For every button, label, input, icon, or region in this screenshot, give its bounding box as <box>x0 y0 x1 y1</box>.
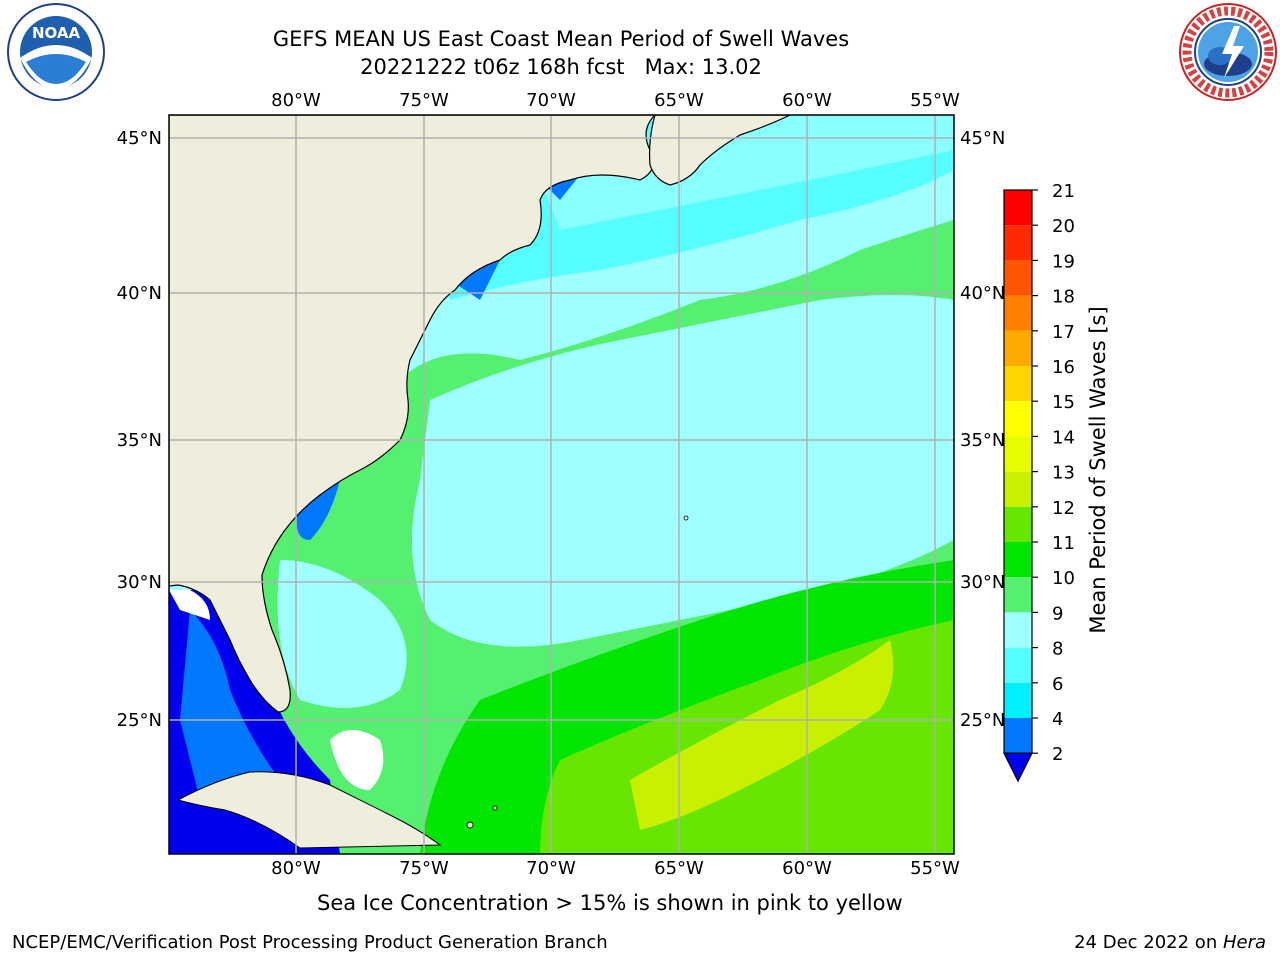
lon-label-bottom: 70°W <box>526 858 576 879</box>
colorbar-band <box>1004 506 1032 542</box>
colorbar-band <box>1004 190 1032 226</box>
colorbar-band <box>1004 577 1032 613</box>
colorbar-band <box>1004 401 1032 437</box>
lon-label-bottom: 75°W <box>399 858 449 879</box>
colorbar-band <box>1004 436 1032 472</box>
lon-label-top: 75°W <box>399 90 449 111</box>
lon-label-bottom: 80°W <box>271 858 321 879</box>
lat-label-left: 40°N <box>117 283 162 304</box>
colorbar-tick-label: 12 <box>1052 498 1075 519</box>
noaa-logo: NOAA <box>7 3 105 101</box>
lat-label-right: 25°N <box>960 710 1005 731</box>
colorbar-tick-label: 9 <box>1052 603 1063 624</box>
colorbar-label: Mean Period of Swell Waves [s] <box>1086 306 1110 633</box>
colorbar-tick-label: 4 <box>1052 709 1063 730</box>
lon-label-top: 65°W <box>654 90 704 111</box>
colorbar-tick-label: 11 <box>1052 533 1075 554</box>
run-date: 24 Dec 2022 on Hera <box>1074 932 1266 954</box>
colorbar-under-arrow <box>1003 752 1033 783</box>
colorbar-tick-label: 16 <box>1052 357 1075 378</box>
colorbar-band <box>1004 718 1032 754</box>
colorbar-band <box>1004 366 1032 402</box>
lon-label-top: 55°W <box>910 90 960 111</box>
colorbar-band <box>1004 225 1032 261</box>
colorbar: 21 20 19 18 17 16 15 14 13 12 11 10 9 8 6 4 2 <box>1003 181 1075 783</box>
colorbar-band <box>1004 647 1032 683</box>
map-frame <box>168 114 955 855</box>
colorbar-tick-label: 2 <box>1052 744 1063 765</box>
colorbar-band <box>1004 295 1032 331</box>
colorbar-band <box>1004 260 1032 296</box>
colorbar-tick-label: 19 <box>1052 251 1075 272</box>
lat-label-left: 25°N <box>117 710 162 731</box>
map-title: GEFS MEAN US East Coast Mean Period of S… <box>272 27 850 51</box>
lon-label-bottom: 60°W <box>782 858 832 879</box>
map-area <box>169 115 954 854</box>
lat-label-left: 35°N <box>117 430 162 451</box>
colorbar-tick-label: 10 <box>1052 568 1075 589</box>
colorbar-tick-label: 20 <box>1052 216 1075 237</box>
map-gridlines <box>169 115 954 854</box>
lat-label-right: 40°N <box>960 283 1005 304</box>
nws-logo <box>1179 3 1277 101</box>
colorbar-tick-label: 15 <box>1052 392 1075 413</box>
branch-credit: NCEP/EMC/Verification Post Processing Pr… <box>12 932 608 953</box>
lon-label-bottom: 65°W <box>654 858 704 879</box>
lat-label-right: 30°N <box>960 572 1005 593</box>
colorbar-tick-label: 14 <box>1052 427 1075 448</box>
svg-text:NOAA: NOAA <box>32 24 81 42</box>
colorbar-tick-label: 17 <box>1052 322 1075 343</box>
colorbar-tick-label: 13 <box>1052 463 1075 484</box>
lon-label-bottom: 55°W <box>910 858 960 879</box>
lat-label-left: 30°N <box>117 572 162 593</box>
lon-label-top: 70°W <box>526 90 576 111</box>
lon-label-top: 80°W <box>271 90 321 111</box>
colorbar-band <box>1004 330 1032 366</box>
colorbar-band <box>1004 682 1032 718</box>
machine-name: Hera <box>1222 932 1266 953</box>
colorbar-tick-label: 21 <box>1052 181 1075 202</box>
colorbar-band <box>1004 542 1032 578</box>
lon-label-top: 60°W <box>782 90 832 111</box>
run-date-text: 24 Dec 2022 on <box>1074 932 1223 953</box>
lat-label-right: 35°N <box>960 430 1005 451</box>
sea-ice-note: Sea Ice Concentration > 15% is shown in … <box>317 891 903 915</box>
colorbar-band <box>1004 612 1032 648</box>
colorbar-band <box>1004 471 1032 507</box>
colorbar-tick-label: 6 <box>1052 674 1063 695</box>
map-subtitle: 20221222 t06z 168h fcst Max: 13.02 <box>360 55 762 79</box>
colorbar-tick-label: 8 <box>1052 639 1063 660</box>
colorbar-tick-label: 18 <box>1052 287 1075 308</box>
lat-label-left: 45°N <box>117 128 162 149</box>
lat-label-right: 45°N <box>960 128 1005 149</box>
